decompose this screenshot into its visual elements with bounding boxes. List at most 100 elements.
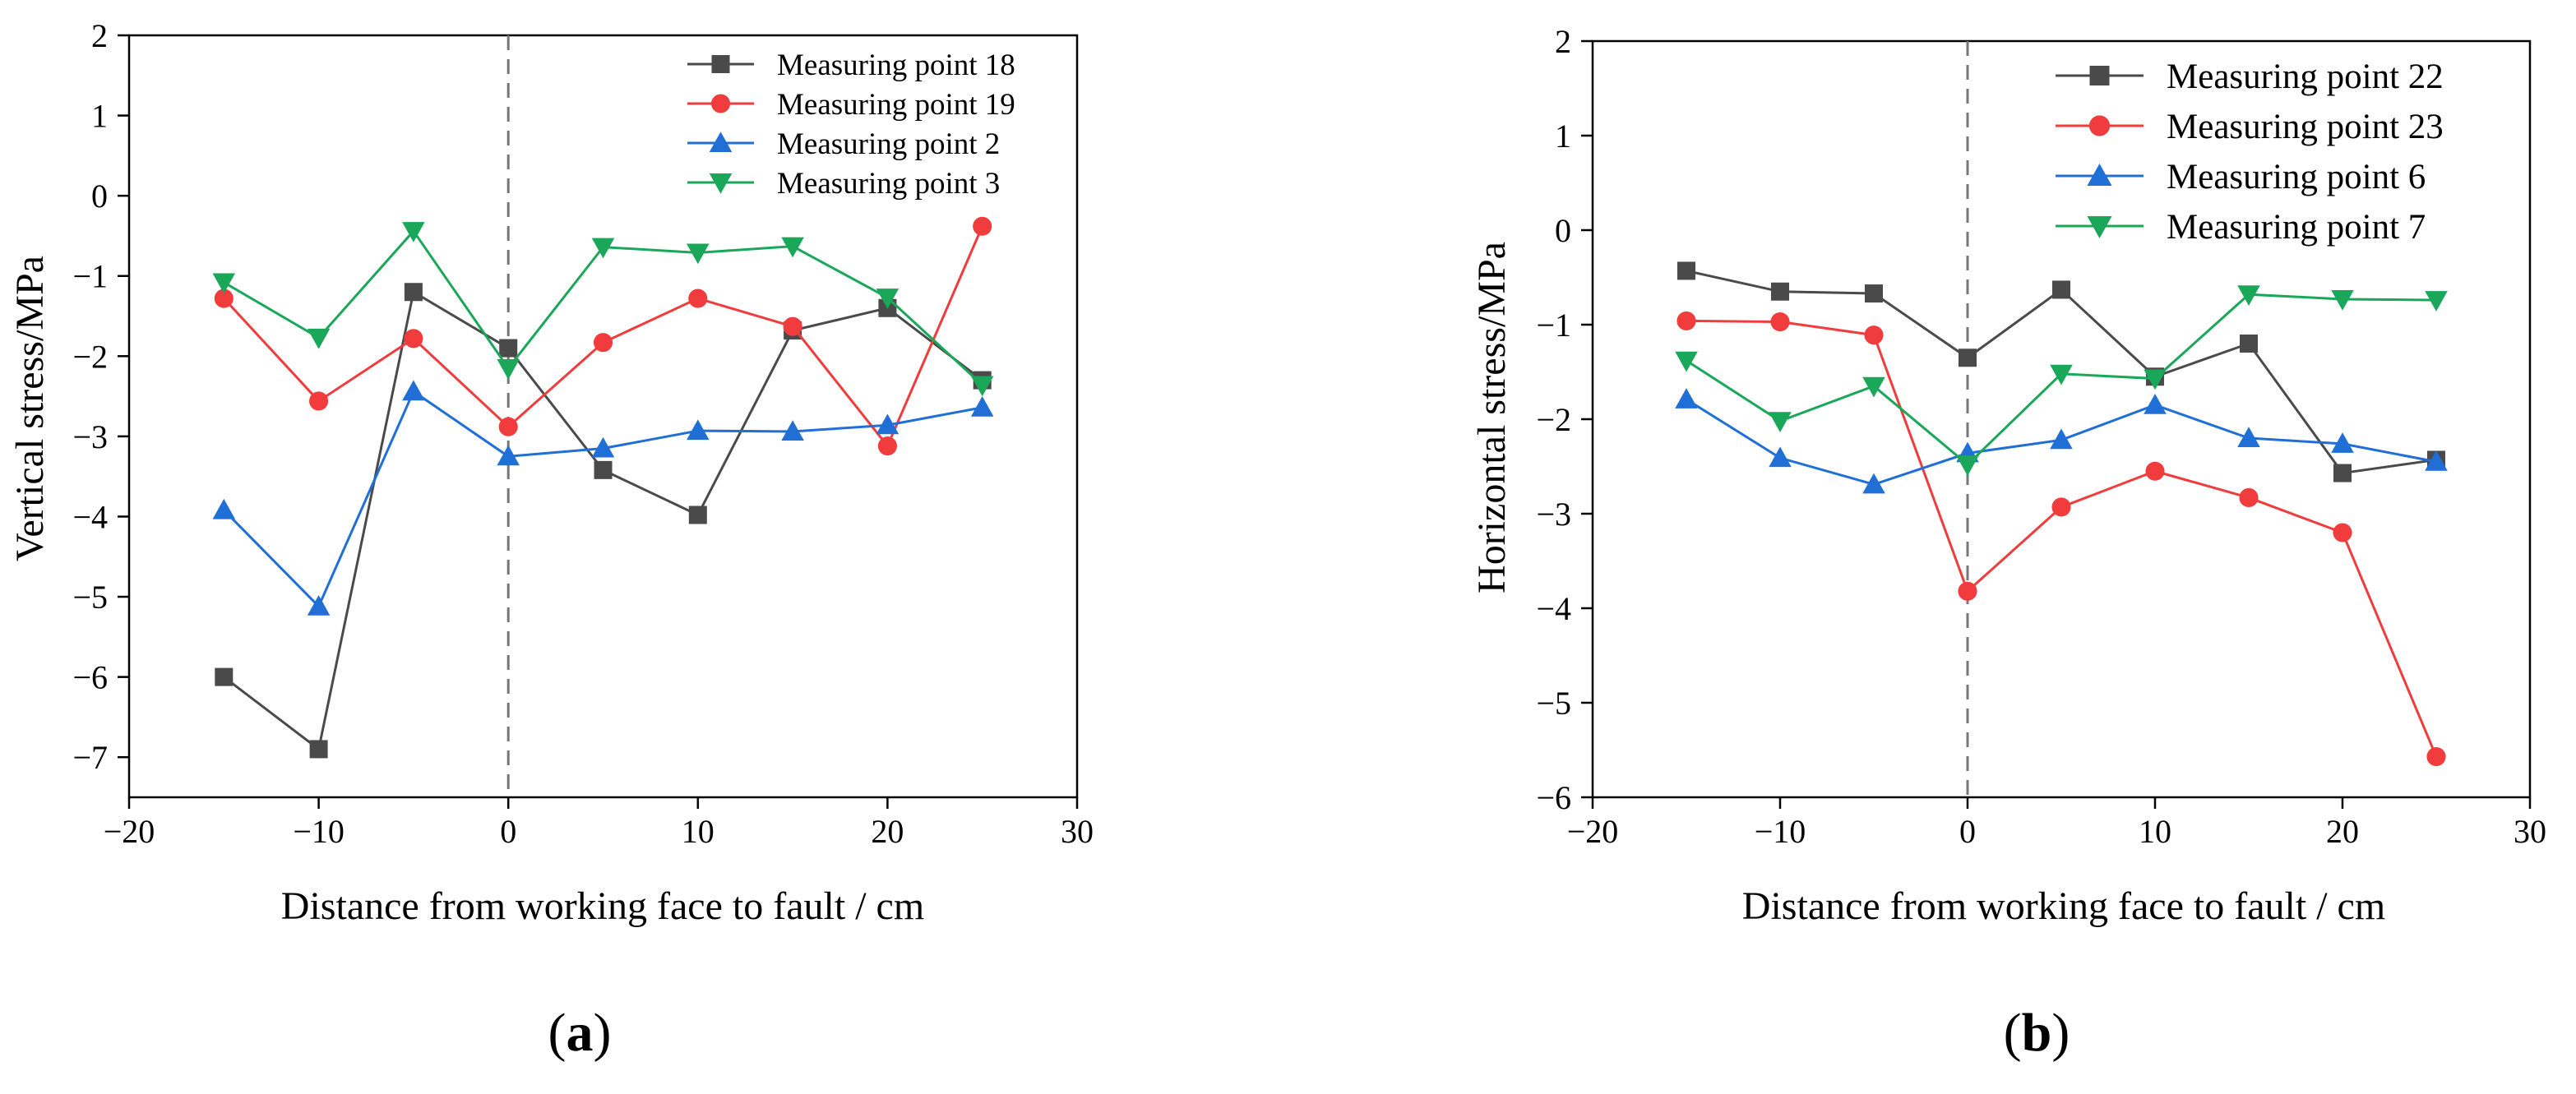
x-tick-label-b: −10: [1755, 813, 1806, 850]
y-tick-label-b: 0: [1555, 212, 1571, 249]
data-point-b: [1862, 473, 1885, 494]
data-point-b: [2237, 427, 2260, 447]
data-point-b: [1862, 376, 1885, 398]
panel-label-b-letter: b: [2022, 1003, 2052, 1063]
plot-frame-a: [127, 34, 1079, 799]
data-point-b: [2239, 487, 2259, 507]
data-point-a: [497, 358, 520, 380]
data-point-a: [402, 222, 425, 242]
y-tick-label-a: 1: [91, 98, 108, 135]
data-point-b: [2144, 394, 2167, 414]
y-tick-label-a: −2: [72, 338, 108, 375]
y-tick-label-a: −6: [72, 659, 108, 696]
y-tick-label-a: −7: [72, 739, 108, 776]
data-point-a: [307, 328, 331, 349]
panel-label-a-letter: a: [567, 1003, 594, 1063]
data-point-b: [1958, 581, 1977, 601]
data-point-b: [1677, 261, 1695, 280]
x-tick-label-a: 20: [871, 813, 904, 850]
data-point-a: [404, 329, 423, 349]
data-point-b: [1769, 446, 1792, 468]
series-line-a: [223, 289, 983, 752]
data-point-b: [1959, 349, 1977, 367]
legend-label-b: Measuring point 6: [2167, 158, 2426, 196]
data-point-a: [212, 273, 236, 294]
data-point-b: [2425, 291, 2448, 312]
legend-label-a: Measuring point 2: [777, 127, 1000, 161]
panel-label-b: (b): [2004, 1003, 2070, 1063]
y-tick-label-b: −6: [1536, 779, 1571, 816]
data-point-a: [214, 289, 234, 308]
data-point-a: [402, 380, 425, 401]
legend-marker-b: [2087, 216, 2112, 238]
data-point-a: [497, 445, 520, 466]
data-point-b: [2333, 523, 2352, 542]
data-point-b: [2240, 335, 2258, 353]
data-point-a: [309, 391, 329, 411]
y-tick-label-a: −4: [72, 498, 108, 535]
data-point-b: [1864, 325, 1884, 345]
legend-label-a: Measuring point 18: [777, 48, 1015, 82]
data-point-b: [1769, 412, 1792, 433]
data-point-a: [307, 595, 331, 616]
data-point-b: [1675, 351, 1698, 372]
y-tick-label-a: 2: [91, 17, 108, 54]
data-point-a: [877, 436, 897, 456]
x-tick-label-a: 30: [1061, 813, 1094, 850]
series-line-b: [1686, 319, 2438, 758]
data-point-a: [781, 420, 804, 441]
data-point-a: [498, 417, 518, 436]
x-axis-label-b: Distance from working face to fault / cm: [1742, 884, 2385, 928]
x-axis-label-a: Distance from working face to fault / cm: [281, 884, 924, 928]
data-point-a: [591, 436, 615, 458]
legend-label-b: Measuring point 23: [2167, 108, 2444, 146]
data-point-b: [2331, 432, 2354, 453]
data-point-b: [2052, 280, 2070, 299]
data-point-a: [687, 243, 710, 265]
panel-a: −20 −10 0 10 20 30210−1−2−3−4−5−6−7Measuring …: [8, 17, 1094, 1063]
y-tick-label-b: −3: [1536, 496, 1571, 533]
legend-marker-a: [709, 173, 733, 194]
data-point-b: [2145, 461, 2165, 481]
data-point-a: [593, 333, 613, 353]
x-tick-label-a: −10: [293, 813, 345, 850]
y-tick-label-b: 2: [1555, 23, 1571, 60]
data-point-b: [2426, 747, 2446, 767]
data-point-a: [687, 419, 710, 441]
data-point-a: [876, 413, 900, 435]
x-tick-label-b: −20: [1567, 813, 1619, 850]
x-tick-label-b: 0: [1959, 813, 1976, 850]
y-axis-label-b: Horizontal stress/MPa: [1470, 242, 1514, 593]
legend-marker-b: [2088, 115, 2111, 136]
y-tick-label-a: −5: [72, 579, 108, 616]
legend-label-a: Measuring point 3: [777, 167, 1000, 201]
data-point-a: [688, 289, 708, 308]
legend-marker-a: [709, 132, 733, 152]
data-point-b: [2331, 289, 2354, 311]
x-tick-label-a: 0: [500, 813, 516, 850]
legend-marker-b: [2089, 66, 2110, 85]
data-point-a: [970, 396, 994, 417]
data-point-b: [1676, 311, 1696, 330]
legend-marker-a: [710, 94, 731, 113]
legend-marker-a: [711, 55, 730, 73]
x-tick-label-b: 30: [2514, 813, 2546, 850]
data-point-b: [2050, 364, 2073, 385]
data-point-b: [1770, 312, 1790, 332]
y-tick-label-b: −1: [1536, 307, 1571, 344]
data-point-b: [2333, 464, 2352, 482]
data-point-b: [1771, 282, 1789, 301]
panel-label-a: (a): [548, 1003, 612, 1063]
data-point-a: [970, 376, 994, 397]
y-tick-label-b: −4: [1536, 590, 1571, 627]
plot-area-a: −20 −10 0 10 20 30210−1−2−3−4−5−6−7Measuring …: [72, 17, 1094, 850]
data-point-b: [2051, 497, 2071, 517]
y-tick-label-a: 0: [91, 178, 108, 215]
data-point-b: [2144, 369, 2167, 390]
y-tick-label-a: −1: [72, 258, 108, 295]
x-tick-label-a: 10: [682, 813, 715, 850]
data-point-a: [783, 316, 802, 336]
data-point-a: [499, 339, 518, 358]
x-tick-label-a: −20: [104, 813, 155, 850]
